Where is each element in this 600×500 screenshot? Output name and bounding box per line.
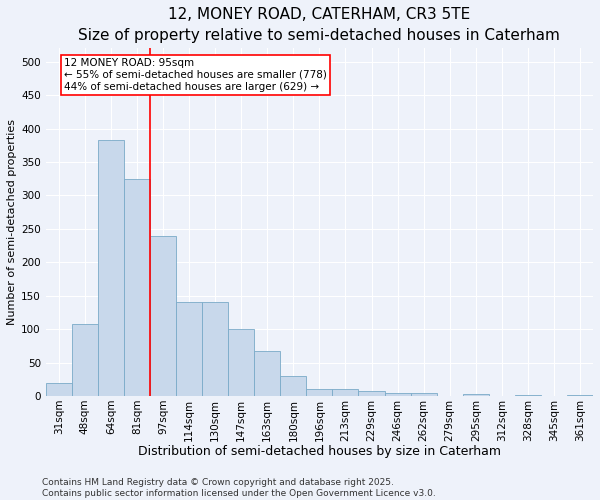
Bar bbox=[124, 178, 150, 396]
Bar bbox=[254, 350, 280, 396]
Bar bbox=[332, 390, 358, 396]
Bar bbox=[358, 392, 385, 396]
Bar bbox=[72, 324, 98, 396]
Bar bbox=[410, 392, 437, 396]
Bar bbox=[98, 140, 124, 396]
Text: 12 MONEY ROAD: 95sqm
← 55% of semi-detached houses are smaller (778)
44% of semi: 12 MONEY ROAD: 95sqm ← 55% of semi-detac… bbox=[64, 58, 327, 92]
Bar bbox=[515, 394, 541, 396]
Bar bbox=[307, 390, 332, 396]
Bar bbox=[46, 382, 72, 396]
Bar bbox=[567, 394, 593, 396]
Bar bbox=[280, 376, 307, 396]
Bar bbox=[176, 302, 202, 396]
Bar bbox=[202, 302, 228, 396]
Bar bbox=[150, 236, 176, 396]
X-axis label: Distribution of semi-detached houses by size in Caterham: Distribution of semi-detached houses by … bbox=[138, 445, 501, 458]
Bar bbox=[385, 392, 410, 396]
Title: 12, MONEY ROAD, CATERHAM, CR3 5TE
Size of property relative to semi-detached hou: 12, MONEY ROAD, CATERHAM, CR3 5TE Size o… bbox=[79, 7, 560, 43]
Bar bbox=[463, 394, 489, 396]
Bar bbox=[228, 329, 254, 396]
Text: Contains HM Land Registry data © Crown copyright and database right 2025.
Contai: Contains HM Land Registry data © Crown c… bbox=[42, 478, 436, 498]
Y-axis label: Number of semi-detached properties: Number of semi-detached properties bbox=[7, 119, 17, 325]
